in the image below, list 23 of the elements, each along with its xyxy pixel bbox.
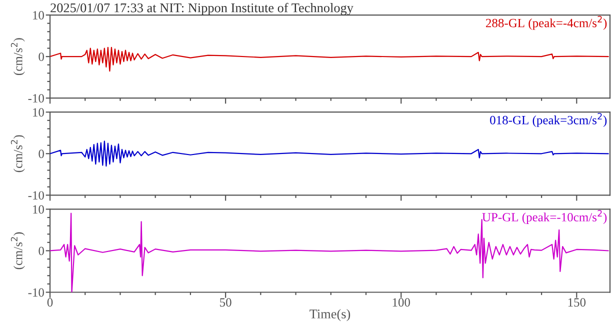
line-series [50, 46, 609, 72]
x-tick-label: 0 [47, 298, 53, 307]
series-label: UP-GL (peak=-10cm/s$^{2}$) [482, 210, 607, 224]
y-tick-label: -10 [28, 94, 44, 103]
x-axis-title: Time(s) [310, 309, 350, 322]
y-tick-label: 0 [38, 246, 44, 256]
y-tick-label: 10 [33, 205, 44, 214]
series-label: 288-GL (peak=-4cm/s$^{2}$) [486, 16, 607, 30]
y-axis-title: (cm/s$^{2}$) [10, 232, 25, 270]
y-tick-label: 0 [38, 150, 44, 158]
y-tick-label: 10 [33, 11, 44, 20]
text: 018-GL (peak=3cm/s$^{2}$) [490, 112, 607, 127]
y-tick-label: 0 [38, 52, 44, 62]
x-tick-label: 100 [392, 298, 410, 307]
x-tick-label: 50 [220, 298, 232, 307]
y-axis-title: (cm/s$^{2}$) [10, 135, 25, 172]
y-axis-title: (cm/s$^{2}$) [10, 38, 25, 76]
chart-title: 2025/01/07 17:33 at NIT: Nippon Institute of Technology [50, 2, 354, 16]
y-tick-label: 10 [33, 108, 44, 117]
y-tick-label: -10 [28, 191, 44, 200]
x-tick-label: 150 [568, 298, 586, 307]
line-series [50, 140, 609, 167]
y-tick-label: -10 [28, 288, 44, 297]
